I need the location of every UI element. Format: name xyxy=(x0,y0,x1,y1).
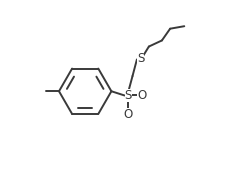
Text: O: O xyxy=(124,108,133,121)
Text: S: S xyxy=(125,89,132,102)
Text: O: O xyxy=(137,89,146,102)
Text: S: S xyxy=(137,52,144,65)
